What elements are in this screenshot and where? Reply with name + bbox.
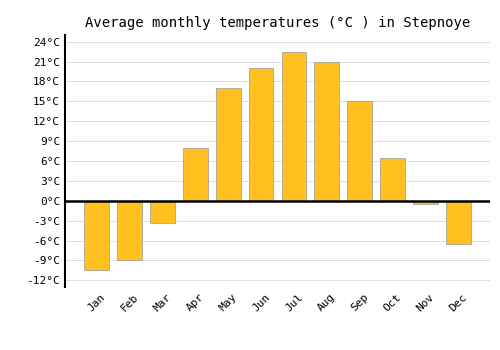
Bar [216,88,240,201]
Bar [348,101,372,201]
Title: Average monthly temperatures (°C ) in Stepnoye: Average monthly temperatures (°C ) in St… [85,16,470,30]
Bar [248,68,274,201]
Bar [183,148,208,201]
Bar [380,158,405,201]
Bar [117,201,142,260]
Bar [84,201,109,271]
Bar [314,62,339,201]
Bar [282,51,306,201]
Bar [413,201,438,204]
Bar [150,201,174,223]
Bar [446,201,470,244]
